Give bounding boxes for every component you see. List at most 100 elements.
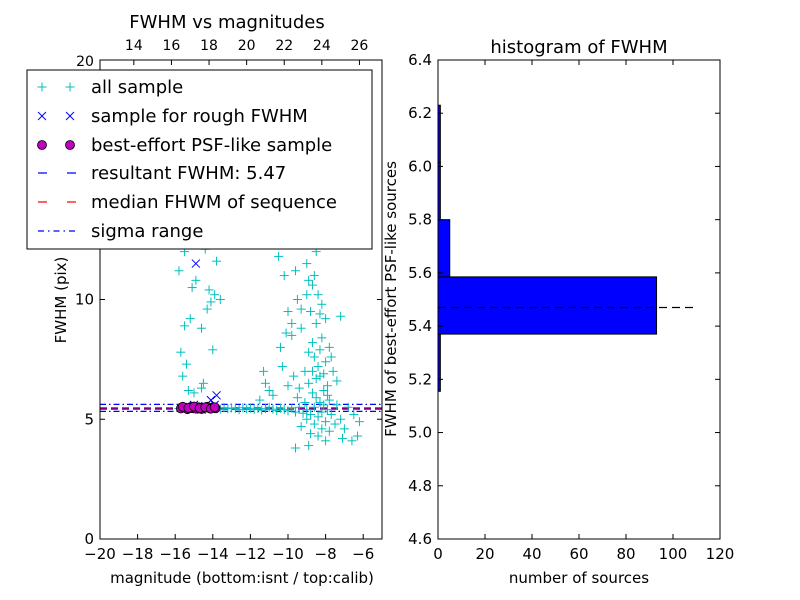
all-sample-point (287, 403, 297, 413)
all-sample-point (324, 342, 334, 352)
all-sample-point (354, 417, 364, 427)
all-sample-point (306, 306, 316, 316)
hist-y-tick-label: 6.2 (408, 104, 432, 122)
histogram-xlabel: number of sources (509, 569, 649, 587)
all-sample-point (321, 357, 331, 367)
all-sample-point (294, 402, 304, 412)
all-sample-point (279, 405, 289, 415)
all-sample-point (238, 403, 248, 413)
histogram-x-ticks: 0 20 40 60 80 100 120 (433, 60, 734, 563)
hist-x-tick-label: 0 (433, 545, 443, 563)
all-sample-point (181, 359, 191, 369)
all-sample-point (311, 318, 321, 328)
all-sample-point (275, 403, 285, 413)
all-sample-point (283, 306, 293, 316)
all-sample-point (223, 404, 233, 414)
all-sample-point (311, 374, 321, 384)
all-sample-point (307, 366, 317, 376)
all-sample-point (322, 405, 332, 415)
all-sample-point (304, 347, 314, 357)
histogram-ylabel: FWHM of best-effort PSF-like sources (382, 161, 400, 437)
all-sample-point (291, 407, 301, 417)
all-sample-point (187, 283, 197, 293)
all-sample-point (178, 371, 188, 381)
rough-sample-point (212, 390, 221, 400)
all-sample-point (291, 443, 301, 453)
hist-x-tick-label: 20 (475, 545, 494, 563)
all-sample-point (292, 295, 302, 304)
all-sample-point (268, 390, 278, 400)
hist-x-tick-label: 80 (616, 545, 635, 563)
y-tick-label: 5 (84, 410, 94, 428)
all-sample-point (319, 386, 329, 396)
legend-label-rough-sample: sample for rough FWHM (91, 106, 308, 127)
all-sample-point (230, 403, 240, 413)
all-sample-point (309, 352, 319, 362)
histogram-bar (437, 276, 658, 335)
all-sample-point (287, 330, 297, 340)
all-sample-point (296, 304, 306, 314)
all-sample-point (304, 275, 314, 285)
all-sample-point (313, 290, 323, 300)
left-y-ticks: 0 5 10 (75, 291, 382, 548)
all-sample-point (317, 407, 327, 417)
all-sample-point (324, 395, 334, 405)
all-sample-point (347, 436, 357, 446)
all-sample-point (197, 323, 207, 333)
legend-label-all-sample: all sample (91, 77, 183, 98)
x-tick-label: −8 (315, 545, 337, 563)
histogram-title: histogram of FWHM (490, 37, 667, 58)
top-x-tick-label: 26 (351, 38, 369, 54)
all-sample-point (349, 409, 359, 419)
rough-sample-point (191, 259, 201, 268)
legend-marker-plus (65, 82, 75, 92)
all-sample-point (219, 403, 229, 413)
all-sample-point (317, 424, 327, 434)
all-sample-point (234, 405, 244, 415)
scatter-legend: all sample sample for rough FWHM best-ef… (26, 69, 373, 250)
all-sample-point (259, 366, 269, 376)
all-sample-point (317, 299, 327, 309)
legend-label-psf-sample: best-effort PSF-like sample (91, 135, 332, 156)
all-sample-point (291, 266, 301, 276)
all-sample-point (183, 386, 193, 396)
histogram-y-ticks: 4.6 4.8 5.0 5.2 5.4 5.6 5.8 6.0 6.2 6.4 (408, 51, 720, 548)
scatter-ylabel: FWHM (pix) (52, 257, 70, 344)
hist-x-tick-label: 40 (522, 545, 541, 563)
all-sample-point (307, 388, 317, 398)
x-tick-label: −14 (197, 545, 229, 563)
all-sample-point (304, 441, 314, 451)
legend-label-median-fwhm: median FHWM of sequence (91, 192, 337, 213)
hist-y-tick-label: 5.0 (408, 424, 432, 442)
all-sample-point (304, 378, 314, 388)
all-sample-point (302, 259, 312, 269)
all-sample-point (321, 314, 331, 324)
hist-y-tick-label: 4.8 (408, 477, 432, 495)
all-sample-point (321, 417, 331, 427)
all-sample-point (249, 404, 259, 414)
all-sample-point (242, 404, 252, 414)
histogram-bar (437, 219, 451, 278)
top-x-tick-label: 18 (200, 38, 218, 54)
x-tick-label: −6 (352, 545, 374, 563)
all-sample-point (332, 376, 342, 386)
hist-y-tick-label: 6.4 (408, 51, 432, 69)
all-sample-point (319, 400, 329, 410)
top-x-tick-label: 24 (313, 38, 331, 54)
all-sample-point (313, 362, 323, 372)
all-sample-point (324, 426, 334, 436)
all-sample-point (272, 406, 282, 416)
all-sample-point (326, 352, 336, 362)
all-sample-point (315, 345, 325, 355)
top-x-ticks: 14 16 18 20 22 24 26 (125, 38, 369, 65)
all-sample-point (311, 393, 321, 403)
hist-y-tick-label: 4.6 (408, 530, 432, 548)
all-sample-point (210, 290, 220, 300)
all-sample-point (253, 403, 263, 413)
all-sample-point (274, 251, 284, 261)
all-sample-point (322, 390, 332, 400)
scatter-xlabel: magnitude (bottom:isnt / top:calib) (110, 569, 374, 587)
legend-marker-plus (37, 82, 47, 92)
histogram-bars (437, 104, 658, 392)
